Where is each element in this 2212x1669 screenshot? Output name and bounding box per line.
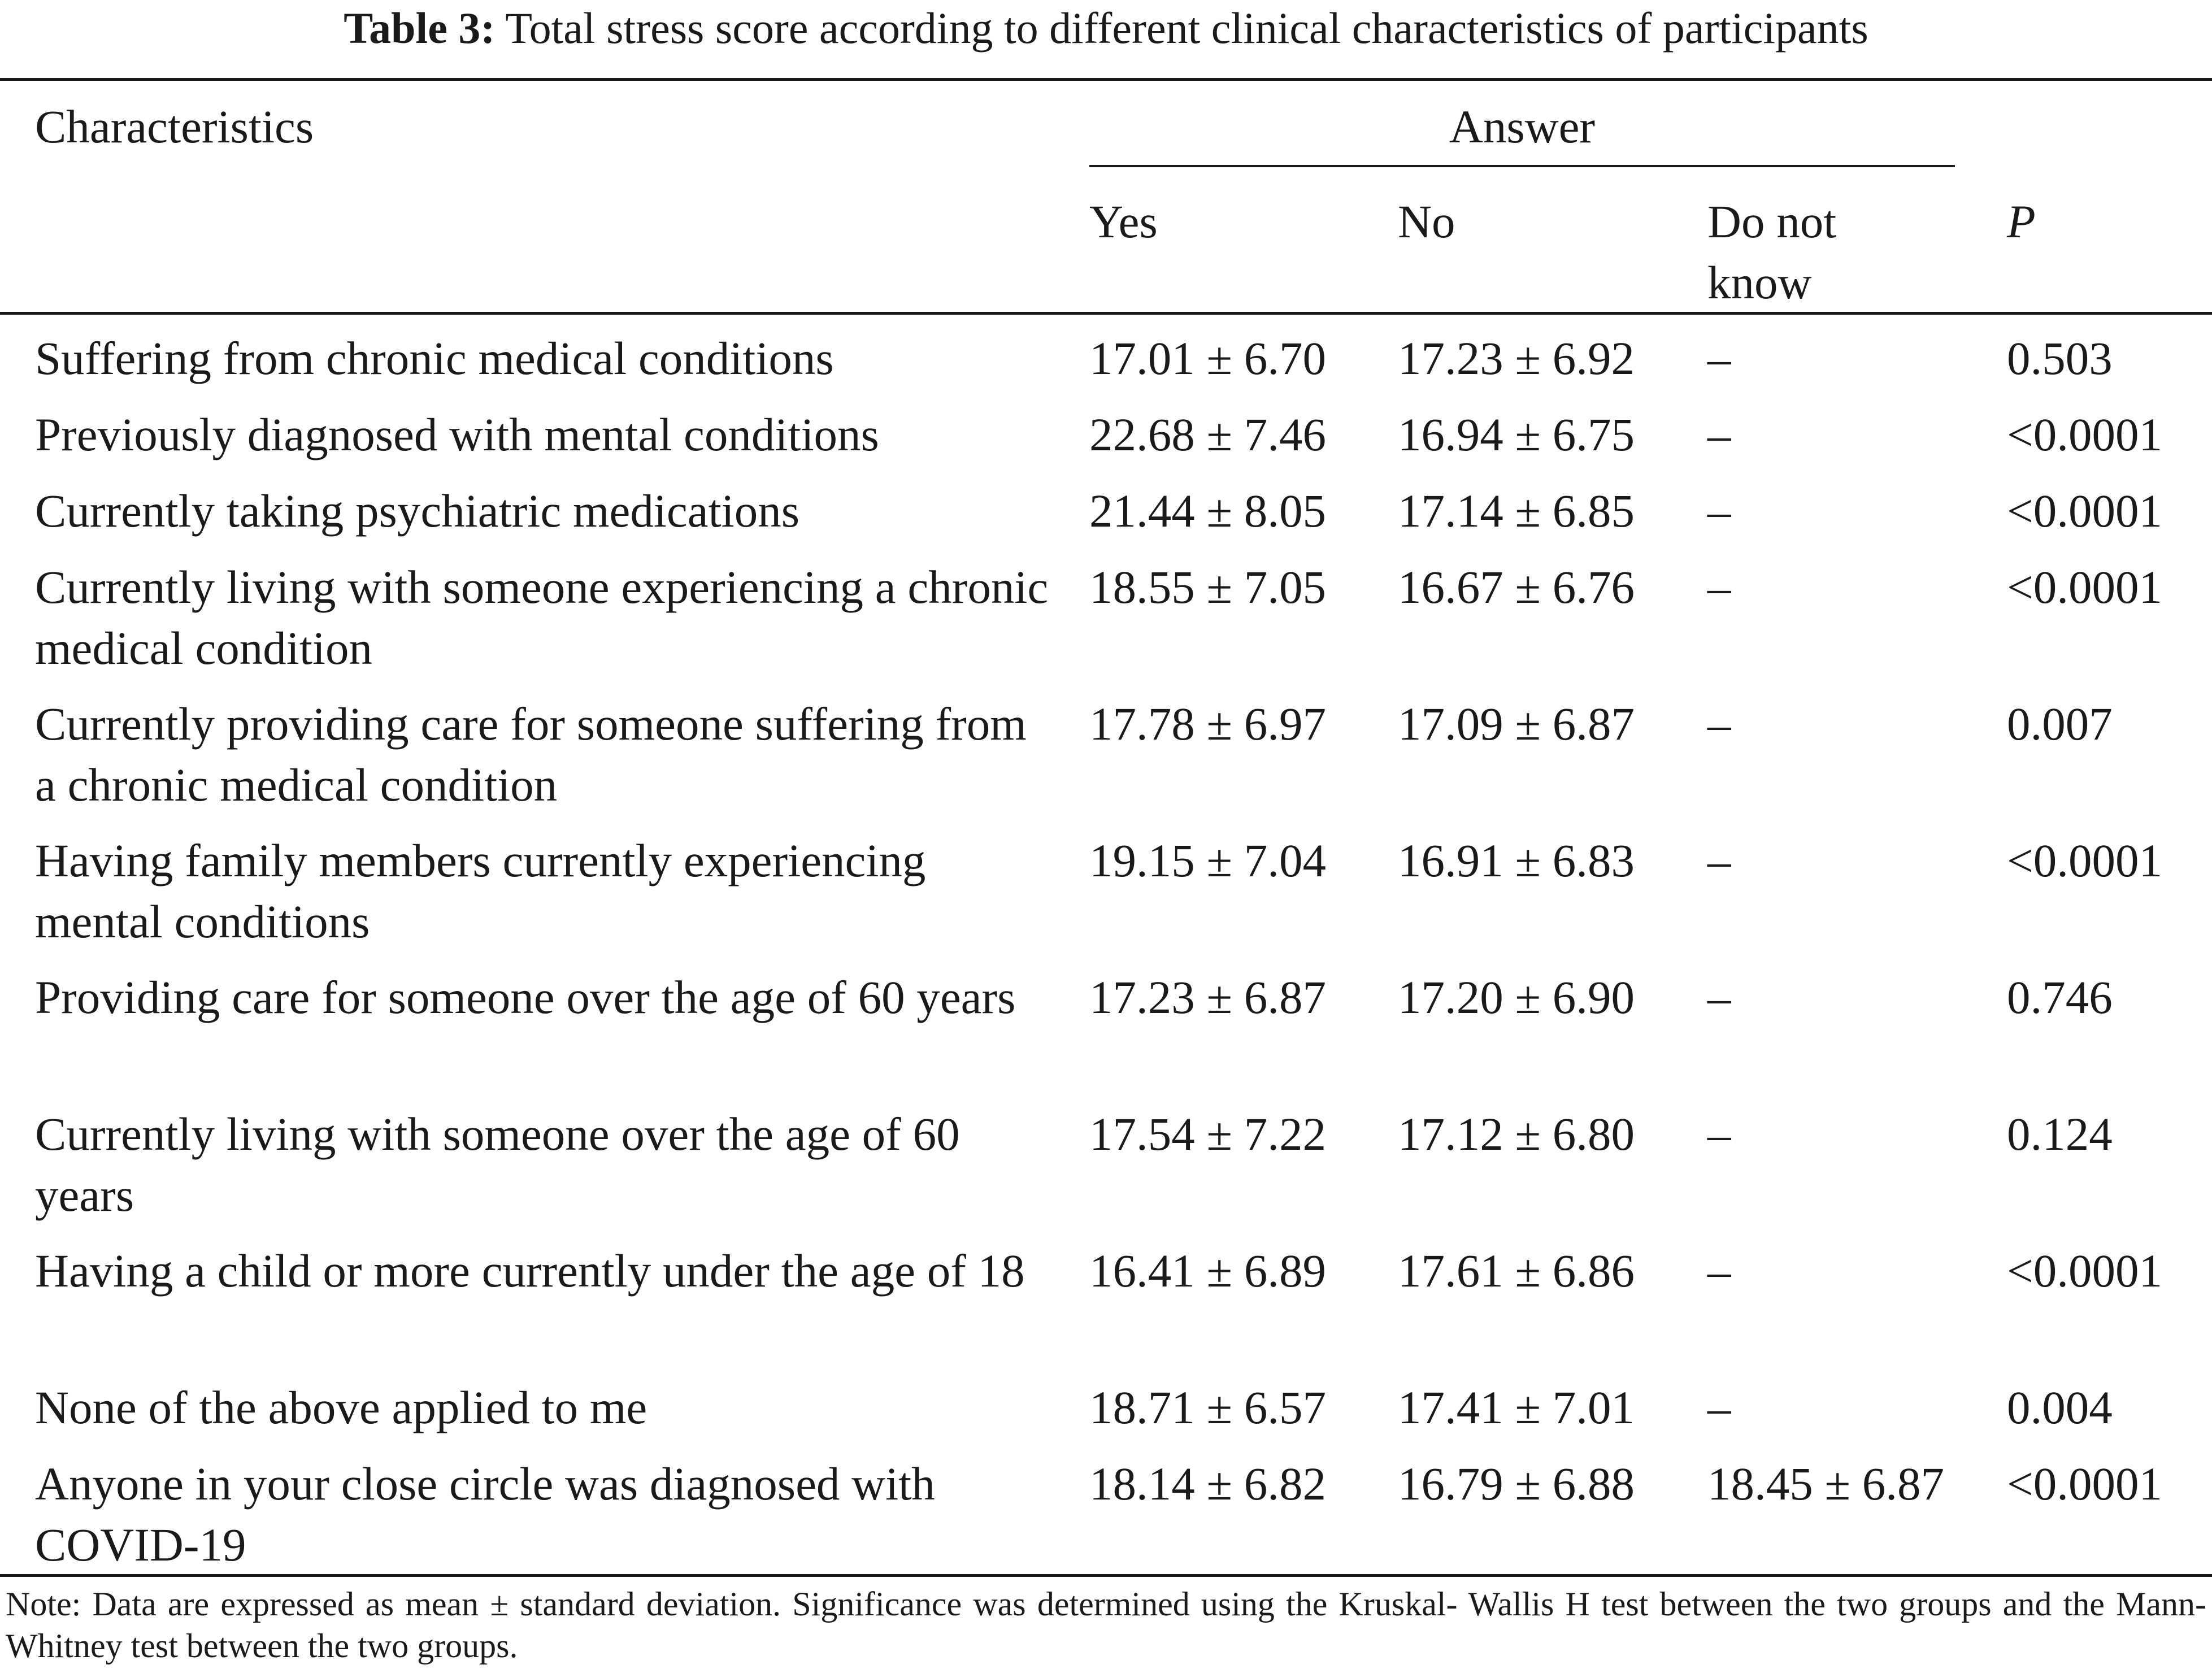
row-do-not-know-value: – [1707, 834, 1731, 886]
header-characteristics: Characteristics [35, 101, 314, 153]
header-yes: Yes [1089, 195, 1158, 247]
row-do-not-know-value: – [1707, 408, 1731, 460]
row-no-value: 17.14 ± 6.85 [1398, 485, 1635, 537]
row-characteristic: Anyone in your close circle was diagnose… [35, 1458, 935, 1571]
row-no-value: 17.23 ± 6.92 [1398, 332, 1635, 384]
table-caption: Table 3: Total stress score according to… [0, 0, 2212, 56]
row-p-value: <0.0001 [2007, 1458, 2163, 1510]
row-yes-value: 17.78 ± 6.97 [1089, 698, 1327, 750]
table-caption-text: Total stress score according to differen… [505, 3, 1868, 53]
row-characteristic: Previously diagnosed with mental conditi… [35, 408, 879, 460]
row-characteristic: Currently living with someone experienci… [35, 561, 1049, 674]
row-yes-value: 19.15 ± 7.04 [1089, 834, 1327, 886]
row-do-not-know-value: – [1707, 332, 1731, 384]
row-do-not-know-value: – [1707, 971, 1731, 1023]
row-do-not-know-value: – [1707, 698, 1731, 750]
row-p-value: 0.503 [2007, 332, 2113, 384]
row-characteristic: Suffering from chronic medical condition… [35, 332, 834, 384]
row-no-value: 16.79 ± 6.88 [1398, 1458, 1635, 1510]
row-do-not-know-value: – [1707, 1245, 1731, 1297]
row-characteristic: Currently providing care for someone suf… [35, 698, 1027, 811]
header-answer: Answer [1449, 101, 1596, 153]
row-p-value: 0.746 [2007, 971, 2113, 1023]
row-yes-value: 21.44 ± 8.05 [1089, 485, 1327, 537]
row-no-value: 17.20 ± 6.90 [1398, 971, 1635, 1023]
header-do-not-know: Do not know [1707, 195, 1837, 308]
row-characteristic: None of the above applied to me [35, 1381, 647, 1433]
row-p-value: 0.124 [2007, 1108, 2113, 1160]
row-no-value: 17.09 ± 6.87 [1398, 698, 1635, 750]
table-caption-label: Table 3: [344, 3, 496, 53]
row-do-not-know-value: – [1707, 561, 1731, 613]
row-characteristic: Having a child or more currently under t… [35, 1245, 1025, 1297]
row-p-value: <0.0001 [2007, 561, 2163, 613]
row-do-not-know-value: 18.45 ± 6.87 [1707, 1458, 1945, 1510]
row-no-value: 16.67 ± 6.76 [1398, 561, 1635, 613]
table-header-rule [0, 312, 2212, 315]
answer-group-rule [1089, 165, 1955, 167]
header-p-value: P [2007, 195, 2036, 247]
row-characteristic: Providing care for someone over the age … [35, 971, 1016, 1023]
row-yes-value: 22.68 ± 7.46 [1089, 408, 1327, 460]
row-no-value: 17.41 ± 7.01 [1398, 1381, 1635, 1433]
row-no-value: 16.94 ± 6.75 [1398, 408, 1635, 460]
row-characteristic: Currently living with someone over the a… [35, 1108, 960, 1221]
row-yes-value: 17.01 ± 6.70 [1089, 332, 1327, 384]
row-characteristic: Having family members currently experien… [35, 834, 926, 947]
row-yes-value: 18.55 ± 7.05 [1089, 561, 1327, 613]
row-p-value: <0.0001 [2007, 408, 2163, 460]
row-yes-value: 18.14 ± 6.82 [1089, 1458, 1327, 1510]
row-p-value: 0.007 [2007, 698, 2113, 750]
table-bottom-rule [0, 1574, 2212, 1577]
table-top-rule [0, 78, 2212, 81]
row-do-not-know-value: – [1707, 485, 1731, 537]
row-p-value: <0.0001 [2007, 1245, 2163, 1297]
row-no-value: 17.61 ± 6.86 [1398, 1245, 1635, 1297]
row-p-value: <0.0001 [2007, 485, 2163, 537]
row-no-value: 17.12 ± 6.80 [1398, 1108, 1635, 1160]
header-no: No [1398, 195, 1455, 247]
row-do-not-know-value: – [1707, 1381, 1731, 1433]
row-no-value: 16.91 ± 6.83 [1398, 834, 1635, 886]
row-yes-value: 17.23 ± 6.87 [1089, 971, 1327, 1023]
row-do-not-know-value: – [1707, 1108, 1731, 1160]
row-yes-value: 18.71 ± 6.57 [1089, 1381, 1327, 1433]
row-yes-value: 17.54 ± 7.22 [1089, 1108, 1327, 1160]
row-yes-value: 16.41 ± 6.89 [1089, 1245, 1327, 1297]
row-p-value: <0.0001 [2007, 834, 2163, 886]
table-footnote: Note: Data are expressed as mean ± stand… [6, 1585, 2206, 1664]
row-p-value: 0.004 [2007, 1381, 2113, 1433]
row-characteristic: Currently taking psychiatric medications [35, 485, 800, 537]
